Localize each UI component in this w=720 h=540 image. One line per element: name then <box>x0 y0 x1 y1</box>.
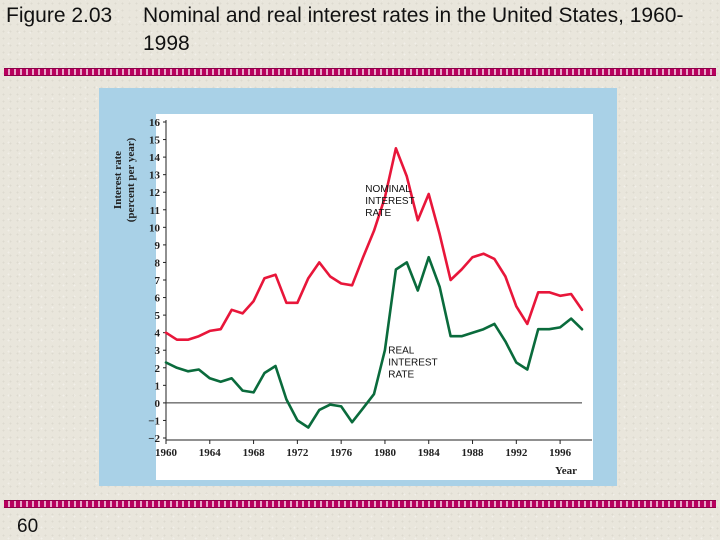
top-divider <box>4 68 716 76</box>
y-tick-label: 8 <box>155 257 161 269</box>
x-tick-label: 1976 <box>330 447 353 459</box>
annotation-line: INTEREST <box>388 358 437 369</box>
annotation-line: NOMINAL <box>365 184 411 195</box>
y-tick-label: 7 <box>155 275 161 287</box>
y-tick-label: −2 <box>148 433 160 445</box>
annotation-line: INTEREST <box>365 196 414 207</box>
annotation-line: RATE <box>365 208 391 219</box>
y-tick-label: 12 <box>149 187 161 199</box>
x-tick-label: 1984 <box>418 447 441 459</box>
y-axis-label-line2: (percent per year) <box>125 137 137 222</box>
annotation-line: REAL <box>388 346 415 357</box>
y-tick-label: −1 <box>148 415 160 427</box>
y-tick-label: 14 <box>149 152 161 164</box>
x-tick-label: 1964 <box>199 447 222 459</box>
x-tick-label: 1992 <box>505 447 528 459</box>
plot-background <box>156 114 593 480</box>
series-annotation: NOMINAL INTEREST RATE <box>365 184 414 219</box>
y-tick-label: 2 <box>155 363 161 375</box>
y-tick-label: 6 <box>155 293 161 305</box>
figure-title: Nominal and real interest rates in the U… <box>143 4 684 55</box>
y-tick-label: 1 <box>155 380 161 392</box>
chart-frame: −2 −1 0 1 2 3 4 5 6 7 8 9 10 11 12 13 14 15 16 1960 1964 1968… <box>99 88 617 486</box>
y-tick-label: 16 <box>149 117 161 129</box>
series-annotation: REAL INTEREST RATE <box>388 346 437 381</box>
y-axis-label: Interest rate(percent per year) <box>112 137 137 222</box>
y-tick-label: 10 <box>149 222 161 234</box>
y-axis-label-line1: Interest rate <box>112 151 124 209</box>
y-tick-label: 15 <box>149 135 161 147</box>
series-line-real <box>164 255 584 429</box>
x-tick-label: 1960 <box>155 447 178 459</box>
x-tick-label: 1972 <box>286 447 309 459</box>
figure-label: Figure 2.03 <box>6 4 113 27</box>
annotation-line: RATE <box>388 370 414 381</box>
x-tick-label: 1988 <box>462 447 485 459</box>
y-tick-label: 4 <box>155 328 161 340</box>
x-tick-label: 1968 <box>243 447 266 459</box>
x-axis-label: Year <box>555 465 577 477</box>
y-tick-label: 13 <box>149 170 161 182</box>
y-tick-label: 5 <box>155 310 161 322</box>
x-tick-label: 1980 <box>374 447 397 459</box>
y-tick-label: 3 <box>155 345 161 357</box>
y-tick-label: 11 <box>150 205 160 217</box>
bottom-divider <box>4 500 716 508</box>
x-tick-label: 1996 <box>549 447 572 459</box>
series-line-nominal <box>164 146 584 341</box>
y-tick-label: 0 <box>155 398 161 410</box>
page-number: 60 <box>17 516 39 537</box>
y-tick-label: 9 <box>155 240 161 252</box>
